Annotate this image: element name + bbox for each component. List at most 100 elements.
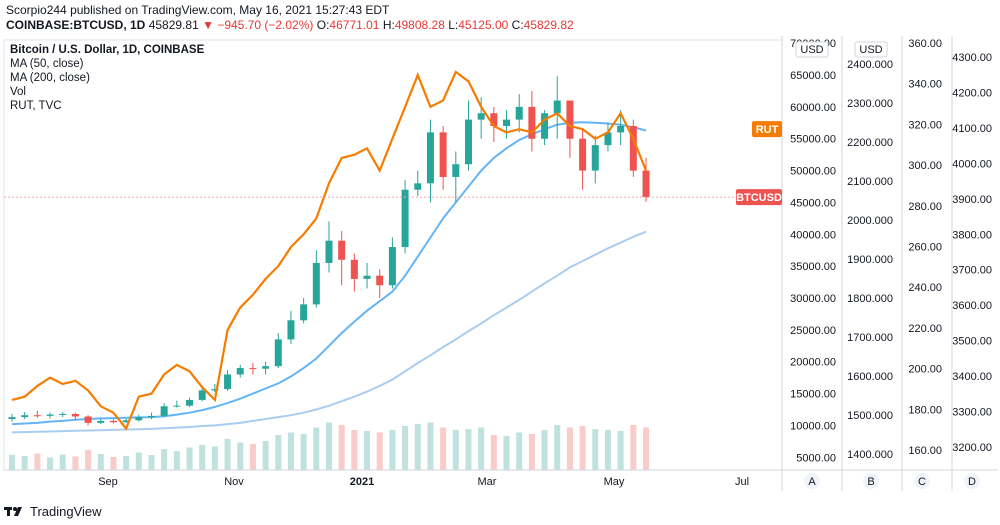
axis-d-tick[interactable]: 4200.00 bbox=[952, 87, 992, 99]
volume-bar bbox=[72, 456, 79, 470]
axis-d-tick[interactable]: 3900.00 bbox=[952, 194, 992, 206]
legend-ma50[interactable]: MA (50, close) bbox=[10, 58, 84, 70]
axis-b-tick[interactable]: 2300.000 bbox=[847, 98, 893, 110]
axis-d-tick[interactable]: 3200.00 bbox=[952, 442, 992, 454]
volume-bar bbox=[9, 455, 15, 470]
candle-body bbox=[8, 417, 16, 420]
axis-a-tick[interactable]: 20000.00 bbox=[790, 357, 836, 369]
axis-b-tick[interactable]: 1500.000 bbox=[847, 410, 893, 422]
axis-b-tick[interactable]: 1900.000 bbox=[847, 254, 893, 266]
axis-d-tick[interactable]: 3400.00 bbox=[952, 371, 992, 383]
chart-title: Bitcoin / U.S. Dollar, 1D, COINBASE bbox=[10, 44, 205, 56]
volume-bar bbox=[123, 456, 130, 470]
volume-bar bbox=[110, 457, 117, 470]
axis-c-tick[interactable]: 280.00 bbox=[908, 201, 942, 213]
axis-b-tick[interactable]: 1700.000 bbox=[847, 332, 893, 344]
axis-c-tick[interactable]: 300.00 bbox=[908, 160, 942, 172]
axis-d-tick[interactable]: 3600.00 bbox=[952, 300, 992, 312]
axis-c-tick[interactable]: 260.00 bbox=[908, 242, 942, 254]
axis-a-tick[interactable]: 10000.00 bbox=[790, 420, 836, 432]
pane-label-badge bbox=[914, 473, 930, 489]
time-axis-tick[interactable]: Mar bbox=[478, 476, 497, 488]
volume-bar bbox=[351, 430, 358, 470]
candle-body bbox=[71, 413, 79, 417]
candle-body bbox=[503, 119, 511, 126]
axis-c-tick[interactable]: 340.00 bbox=[908, 79, 942, 91]
pane-label[interactable]: B bbox=[867, 476, 874, 488]
pane-label[interactable]: D bbox=[968, 476, 976, 488]
axis-c-tick[interactable]: 180.00 bbox=[908, 404, 942, 416]
candle-body bbox=[426, 132, 434, 184]
candle-body bbox=[464, 119, 472, 165]
volume-bar bbox=[541, 430, 548, 470]
volume-bar bbox=[579, 426, 586, 470]
time-axis-tick[interactable]: Jul bbox=[735, 476, 749, 488]
axis-a-tick[interactable]: 30000.00 bbox=[790, 293, 836, 305]
axis-b-tick[interactable]: 1400.000 bbox=[847, 449, 893, 461]
axis-d-tick[interactable]: 4300.00 bbox=[952, 52, 992, 64]
axis-a-tick[interactable]: 5000.00 bbox=[796, 452, 836, 464]
time-axis-tick[interactable]: Sep bbox=[98, 476, 118, 488]
volume-bar bbox=[97, 454, 104, 470]
candle-body bbox=[186, 399, 194, 406]
axis-b-tick[interactable]: 2100.000 bbox=[847, 176, 893, 188]
axis-b-tick[interactable]: 2400.000 bbox=[847, 59, 893, 71]
axis-a-tick[interactable]: 40000.00 bbox=[790, 229, 836, 241]
axis-a-tick[interactable]: 15000.00 bbox=[790, 389, 836, 401]
author-name[interactable]: Scorpio244 bbox=[6, 3, 67, 17]
legend-rut[interactable]: RUT, TVC bbox=[10, 100, 62, 112]
tradingview-brand[interactable]: TradingView bbox=[30, 503, 102, 519]
price-axes[interactable]: 70000.0065000.0060000.0055000.0050000.00… bbox=[4, 36, 998, 491]
axis-d-tick[interactable]: 3700.00 bbox=[952, 265, 992, 277]
axis-d-tick[interactable]: 4100.00 bbox=[952, 123, 992, 135]
axis-c-tick[interactable]: 220.00 bbox=[908, 323, 942, 335]
candle-body bbox=[84, 416, 92, 423]
price-chart[interactable]: Bitcoin / U.S. Dollar, 1D, COINBASE MA (… bbox=[0, 36, 1000, 500]
axis-c-tick[interactable]: 360.00 bbox=[908, 38, 942, 50]
symbol-label: COINBASE:BTCUSD, 1D bbox=[6, 18, 146, 32]
axis-d-tick[interactable]: 4000.00 bbox=[952, 158, 992, 170]
axis-a-tick[interactable]: 65000.00 bbox=[790, 70, 836, 82]
time-axis-tick[interactable]: May bbox=[604, 476, 625, 488]
candle-body bbox=[249, 368, 257, 370]
time-axis[interactable]: Sep Nov 2021 Mar May Jul bbox=[98, 476, 749, 488]
volume-bar bbox=[59, 454, 66, 470]
volume-bar bbox=[47, 457, 54, 470]
candle-body bbox=[262, 366, 270, 369]
axis-c-tick[interactable]: 240.00 bbox=[908, 282, 942, 294]
axis-a-tick[interactable]: 35000.00 bbox=[790, 261, 836, 273]
low-label: L: bbox=[448, 18, 459, 32]
legend-vol[interactable]: Vol bbox=[10, 86, 26, 98]
axis-b-tick[interactable]: 2200.000 bbox=[847, 137, 893, 149]
volume-bar bbox=[566, 427, 573, 470]
pane-label[interactable]: A bbox=[808, 476, 816, 488]
legend-ma200[interactable]: MA (200, close) bbox=[10, 72, 90, 84]
axis-d-tick[interactable]: 3500.00 bbox=[952, 336, 992, 348]
time-axis-tick[interactable]: Nov bbox=[224, 476, 244, 488]
tradingview-logo-icon bbox=[4, 507, 22, 516]
candle-body bbox=[477, 113, 485, 120]
axis-d-tick[interactable]: 3300.00 bbox=[952, 407, 992, 419]
axis-b-tick[interactable]: 1600.000 bbox=[847, 371, 893, 383]
axis-a-tick[interactable]: 60000.00 bbox=[790, 102, 836, 114]
axis-a-tick[interactable]: 50000.00 bbox=[790, 166, 836, 178]
chart-header: Scorpio244 published on TradingView.com,… bbox=[6, 3, 574, 33]
last-price: 45829.81 bbox=[148, 18, 199, 32]
axis-b-tick[interactable]: 1800.000 bbox=[847, 293, 893, 305]
candle-body bbox=[287, 320, 295, 340]
axis-c-tick[interactable]: 320.00 bbox=[908, 119, 942, 131]
axis-b-tick[interactable]: 2000.000 bbox=[847, 215, 893, 227]
close-value: 45829.82 bbox=[523, 18, 574, 32]
axis-a-tick[interactable]: 45000.00 bbox=[790, 197, 836, 209]
ma200-line bbox=[11, 230, 647, 434]
time-axis-tick[interactable]: 2021 bbox=[350, 476, 374, 488]
axis-a-tick[interactable]: 55000.00 bbox=[790, 134, 836, 146]
volume-bar bbox=[376, 432, 383, 470]
candle-body bbox=[363, 275, 371, 279]
pane-label[interactable]: C bbox=[918, 476, 926, 488]
axis-d-tick[interactable]: 3800.00 bbox=[952, 229, 992, 241]
axis-c-tick[interactable]: 160.00 bbox=[908, 445, 942, 457]
axis-a-tick[interactable]: 25000.00 bbox=[790, 325, 836, 337]
axis-c-tick[interactable]: 200.00 bbox=[908, 364, 942, 376]
volume-bar bbox=[85, 450, 92, 470]
